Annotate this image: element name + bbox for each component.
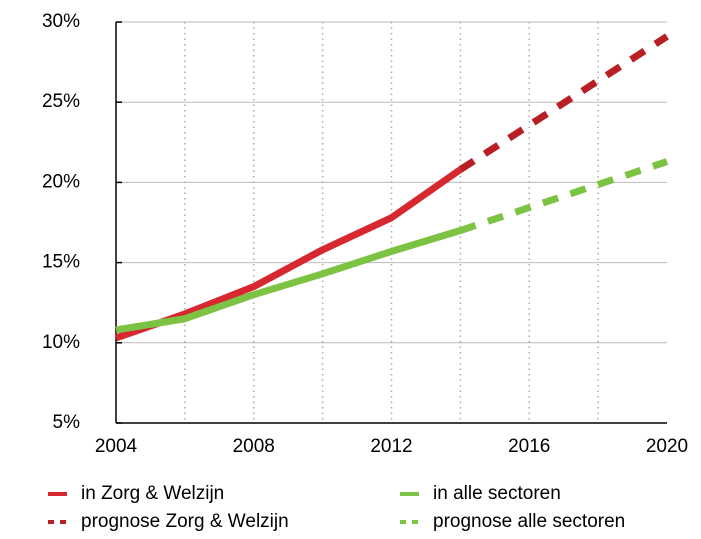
y-tick-label: 15% bbox=[42, 252, 80, 273]
x-tick-label: 2020 bbox=[646, 436, 688, 457]
series-line bbox=[114, 166, 463, 342]
x-tick-label: 2016 bbox=[508, 436, 550, 457]
x-tick-label: 2008 bbox=[233, 436, 275, 457]
legend-label: prognose alle sectoren bbox=[433, 511, 625, 532]
series-line bbox=[115, 227, 462, 334]
x-tick-label: 2012 bbox=[370, 436, 412, 457]
x-tick-label: 2004 bbox=[95, 436, 138, 457]
y-tick-label: 5% bbox=[53, 412, 81, 433]
series-line bbox=[459, 158, 669, 234]
legend-label: in alle sectoren bbox=[433, 483, 561, 504]
y-tick-label: 20% bbox=[42, 171, 80, 192]
y-tick-label: 30% bbox=[42, 11, 80, 32]
legend-label: in Zorg & Welzijn bbox=[81, 483, 224, 504]
legend-label: prognose Zorg & Welzijn bbox=[81, 511, 289, 532]
series-line bbox=[458, 33, 669, 173]
y-tick-label: 25% bbox=[42, 91, 80, 112]
y-tick-label: 10% bbox=[42, 332, 80, 353]
